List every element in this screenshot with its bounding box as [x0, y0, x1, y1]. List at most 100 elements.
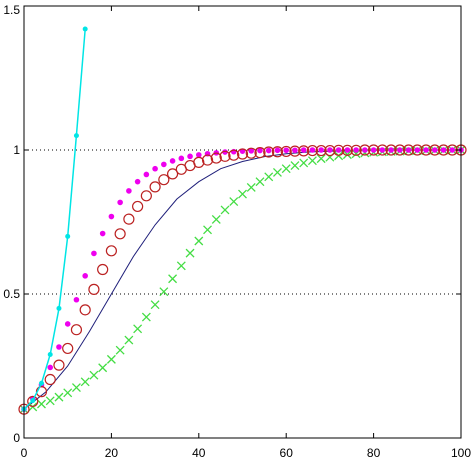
data-point [300, 147, 307, 153]
data-point [54, 392, 64, 402]
data-point [368, 144, 380, 156]
data-point [62, 342, 74, 355]
data-point [105, 245, 118, 257]
data-point [273, 168, 282, 177]
x-tick-labels: 0 20 40 60 80 100 [21, 446, 472, 460]
data-point [222, 149, 228, 155]
cyan-series-line [23, 28, 86, 410]
data-point [70, 324, 83, 336]
data-point [124, 335, 134, 345]
data-point [431, 147, 438, 153]
data-point [342, 150, 352, 160]
data-point [53, 359, 65, 371]
green-series [19, 145, 466, 414]
data-point [158, 174, 170, 186]
data-point [376, 144, 388, 156]
x-tick-label: 0 [21, 446, 28, 460]
data-point [281, 164, 291, 174]
data-point [344, 147, 351, 153]
data-point [248, 148, 255, 154]
data-point [420, 144, 432, 156]
data-point [30, 398, 36, 404]
data-point [397, 147, 403, 153]
data-point [298, 145, 310, 157]
cyan-series [21, 26, 88, 412]
data-point [388, 147, 394, 153]
data-point [405, 147, 412, 153]
data-point [307, 156, 317, 166]
data-point [38, 380, 44, 386]
data-point [65, 233, 71, 239]
data-point [315, 144, 327, 157]
data-point [134, 178, 141, 185]
data-point [91, 250, 97, 257]
data-point [257, 147, 263, 154]
data-point [117, 199, 123, 206]
data-point [79, 304, 91, 316]
data-point [140, 190, 152, 202]
x-tick-label: 100 [451, 446, 471, 460]
data-point [194, 236, 204, 246]
magenta-series [21, 147, 464, 413]
data-point [56, 305, 62, 311]
data-point [255, 177, 265, 187]
data-point [169, 158, 176, 164]
data-point [73, 296, 80, 303]
data-point [98, 363, 108, 373]
data-point [193, 156, 205, 168]
data-point [379, 147, 386, 153]
data-point [370, 147, 377, 153]
data-point [47, 351, 53, 357]
data-point [176, 261, 186, 271]
data-point [82, 26, 88, 32]
data-point [449, 147, 456, 153]
y-tick-labels: 0 0.5 1 1.5 [3, 3, 20, 445]
data-point [359, 144, 371, 156]
data-point [166, 168, 179, 180]
data-point [123, 213, 135, 225]
y-tick-label: 0 [13, 431, 20, 445]
data-point [143, 171, 150, 178]
data-point [56, 344, 62, 350]
data-point [187, 153, 193, 160]
data-point [411, 144, 423, 156]
data-point [309, 147, 316, 153]
data-point [203, 225, 212, 235]
data-point [353, 147, 359, 153]
data-point [264, 172, 274, 182]
data-point [306, 144, 319, 157]
data-point [292, 147, 298, 154]
data-point [265, 147, 272, 154]
data-point [394, 144, 406, 156]
data-point [229, 197, 239, 207]
data-point [115, 345, 125, 355]
data-point [150, 300, 160, 310]
data-point [178, 155, 185, 162]
data-point [324, 144, 336, 157]
data-point [238, 189, 247, 199]
data-point [210, 152, 222, 164]
series-layer [18, 26, 467, 415]
data-point [414, 147, 421, 153]
data-point [99, 230, 106, 237]
data-point [196, 152, 202, 158]
navy-series [23, 149, 461, 410]
data-point [299, 158, 309, 168]
data-point [80, 377, 90, 387]
data-point [108, 213, 115, 220]
data-point [236, 148, 249, 160]
data-point [254, 146, 266, 159]
data-point [88, 283, 100, 295]
x-tick-label: 40 [192, 446, 206, 460]
data-point [246, 182, 256, 192]
data-point [89, 370, 99, 380]
red-series [18, 144, 467, 415]
data-point [44, 373, 56, 386]
data-point [132, 200, 144, 213]
data-point [263, 146, 275, 158]
data-point [47, 364, 54, 371]
x-tick-label: 80 [367, 446, 381, 460]
data-point [211, 214, 221, 224]
y-tick-label: 1 [13, 143, 20, 157]
